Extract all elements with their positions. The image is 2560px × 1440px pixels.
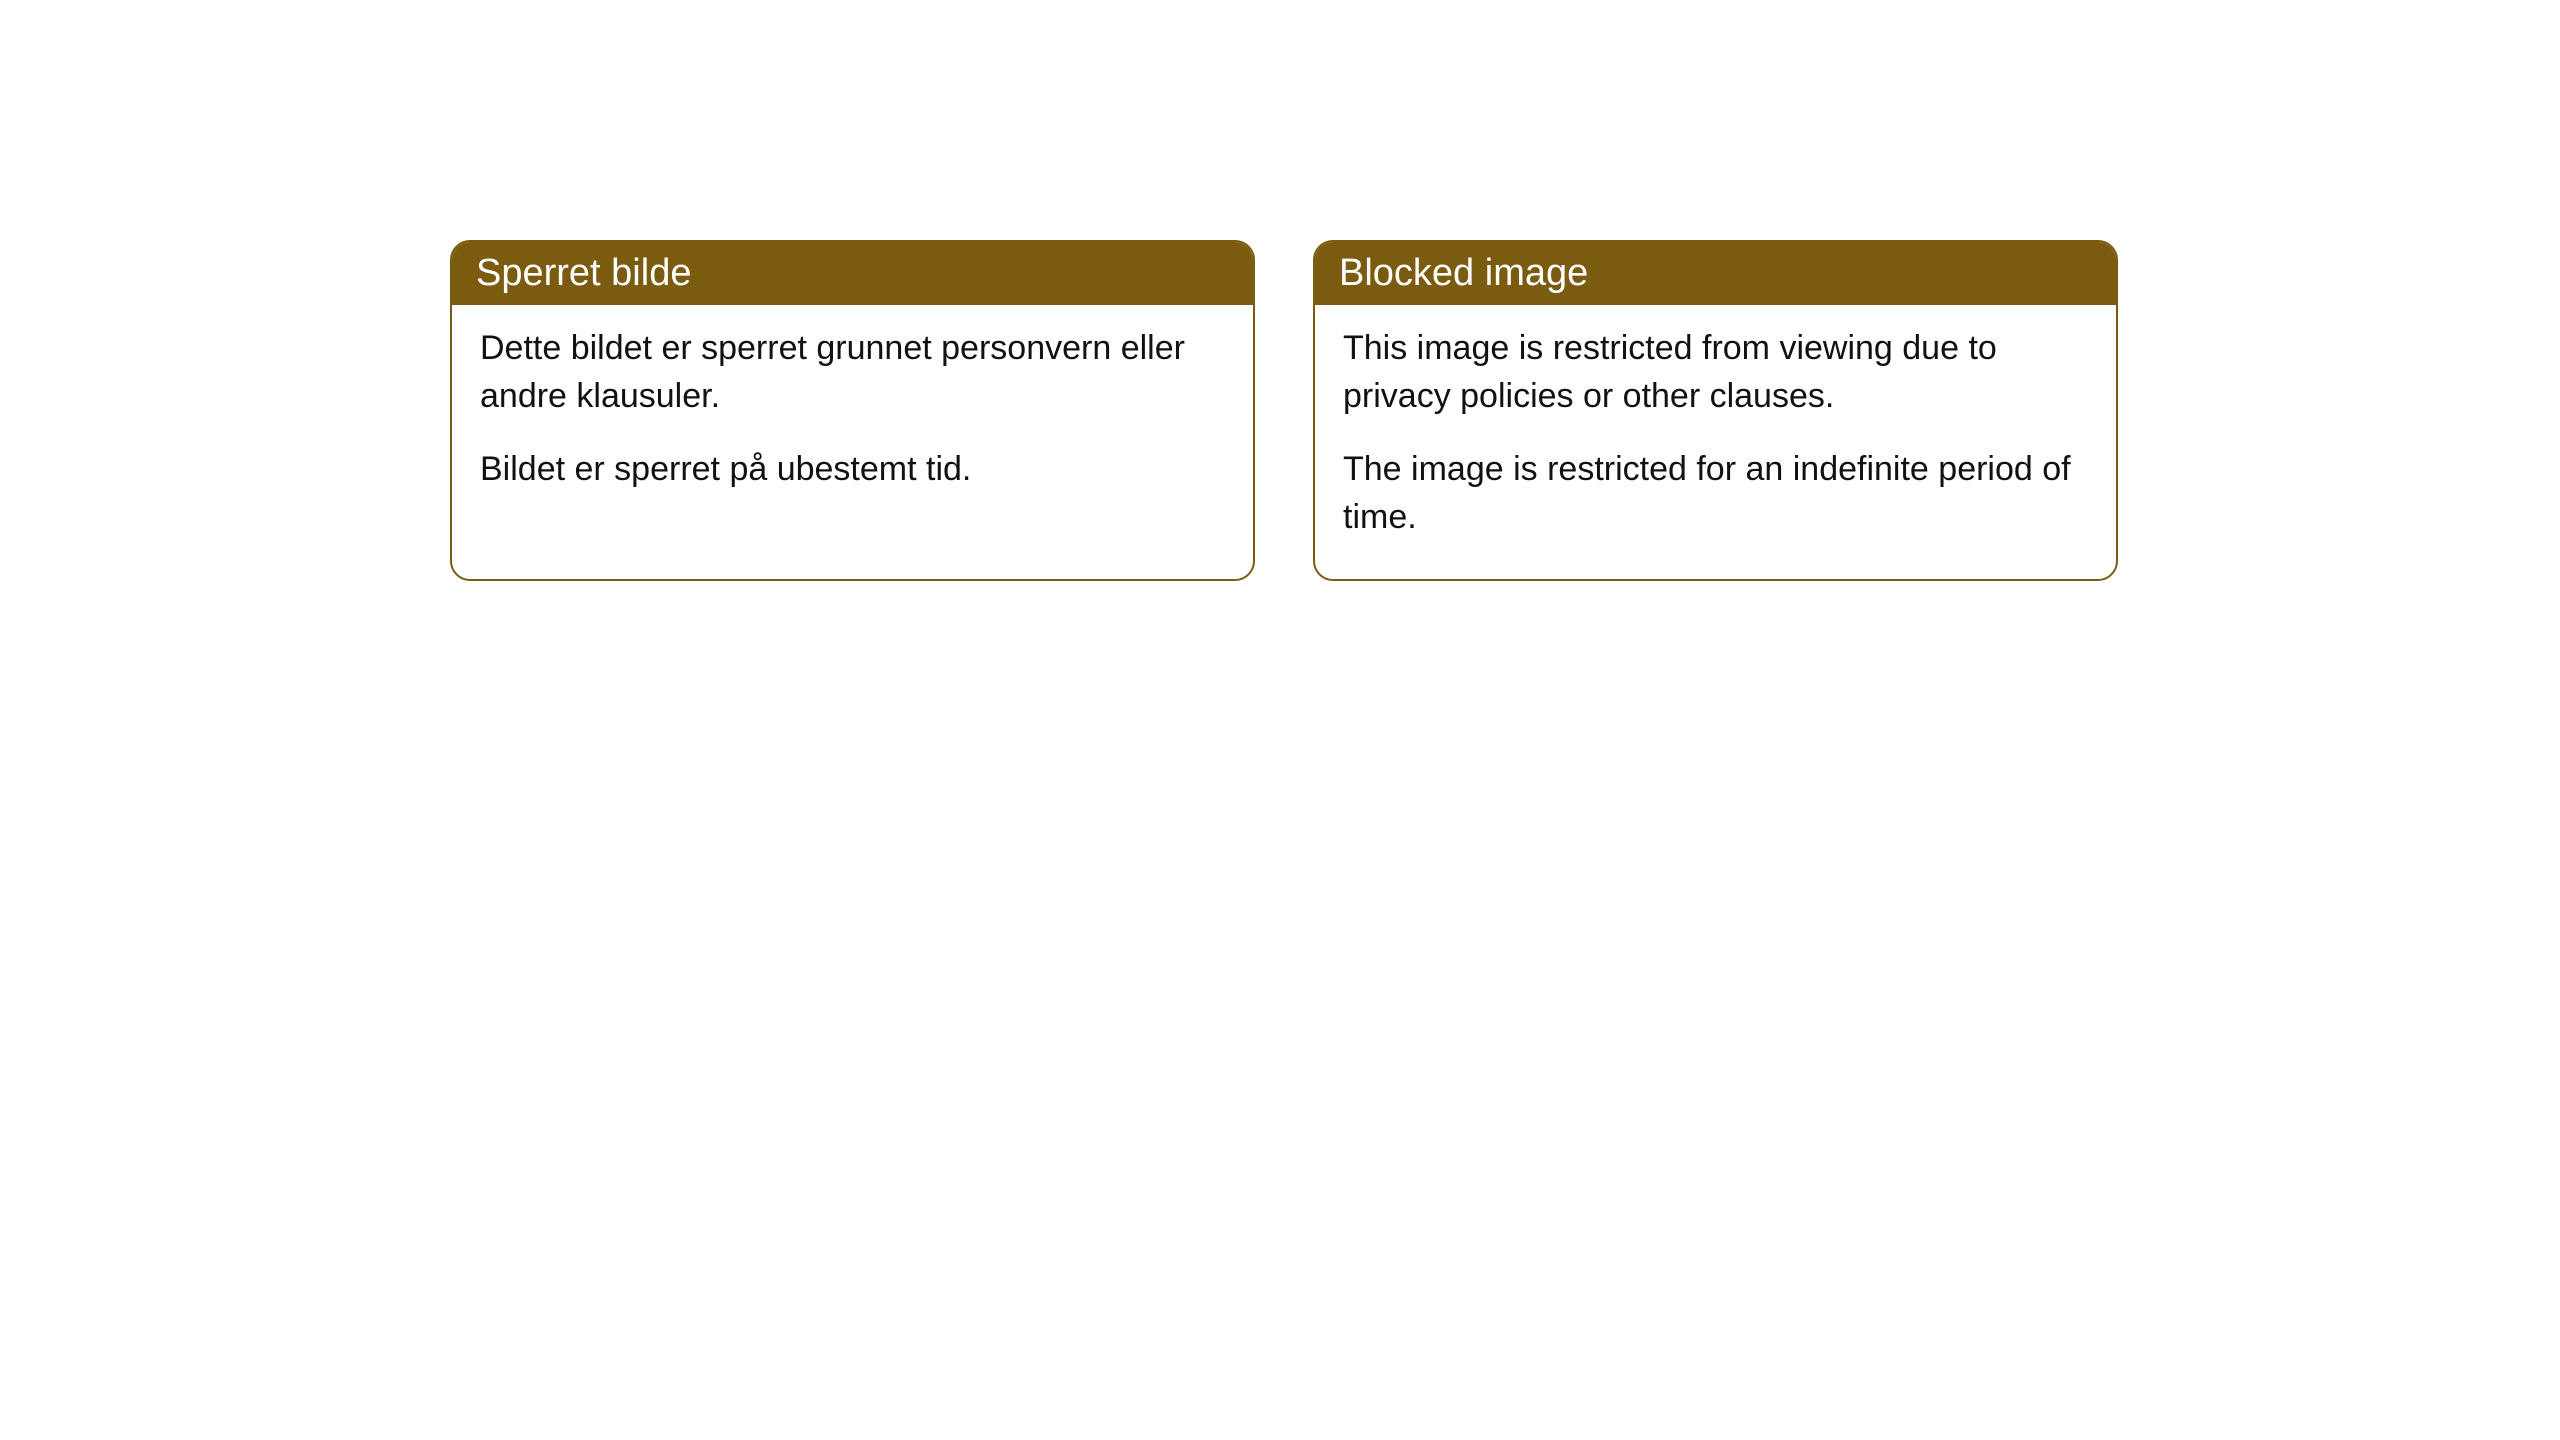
blocked-image-card-no: Sperret bilde Dette bildet er sperret gr…: [450, 240, 1255, 581]
card-header: Sperret bilde: [452, 242, 1253, 305]
card-body: Dette bildet er sperret grunnet personve…: [452, 305, 1253, 532]
card-header: Blocked image: [1315, 242, 2116, 305]
card-paragraph: Bildet er sperret på ubestemt tid.: [480, 446, 1225, 494]
card-paragraph: This image is restricted from viewing du…: [1343, 325, 2088, 420]
card-paragraph: The image is restricted for an indefinit…: [1343, 446, 2088, 541]
blocked-image-card-en: Blocked image This image is restricted f…: [1313, 240, 2118, 581]
notice-cards-container: Sperret bilde Dette bildet er sperret gr…: [450, 240, 2118, 581]
card-body: This image is restricted from viewing du…: [1315, 305, 2116, 579]
card-paragraph: Dette bildet er sperret grunnet personve…: [480, 325, 1225, 420]
